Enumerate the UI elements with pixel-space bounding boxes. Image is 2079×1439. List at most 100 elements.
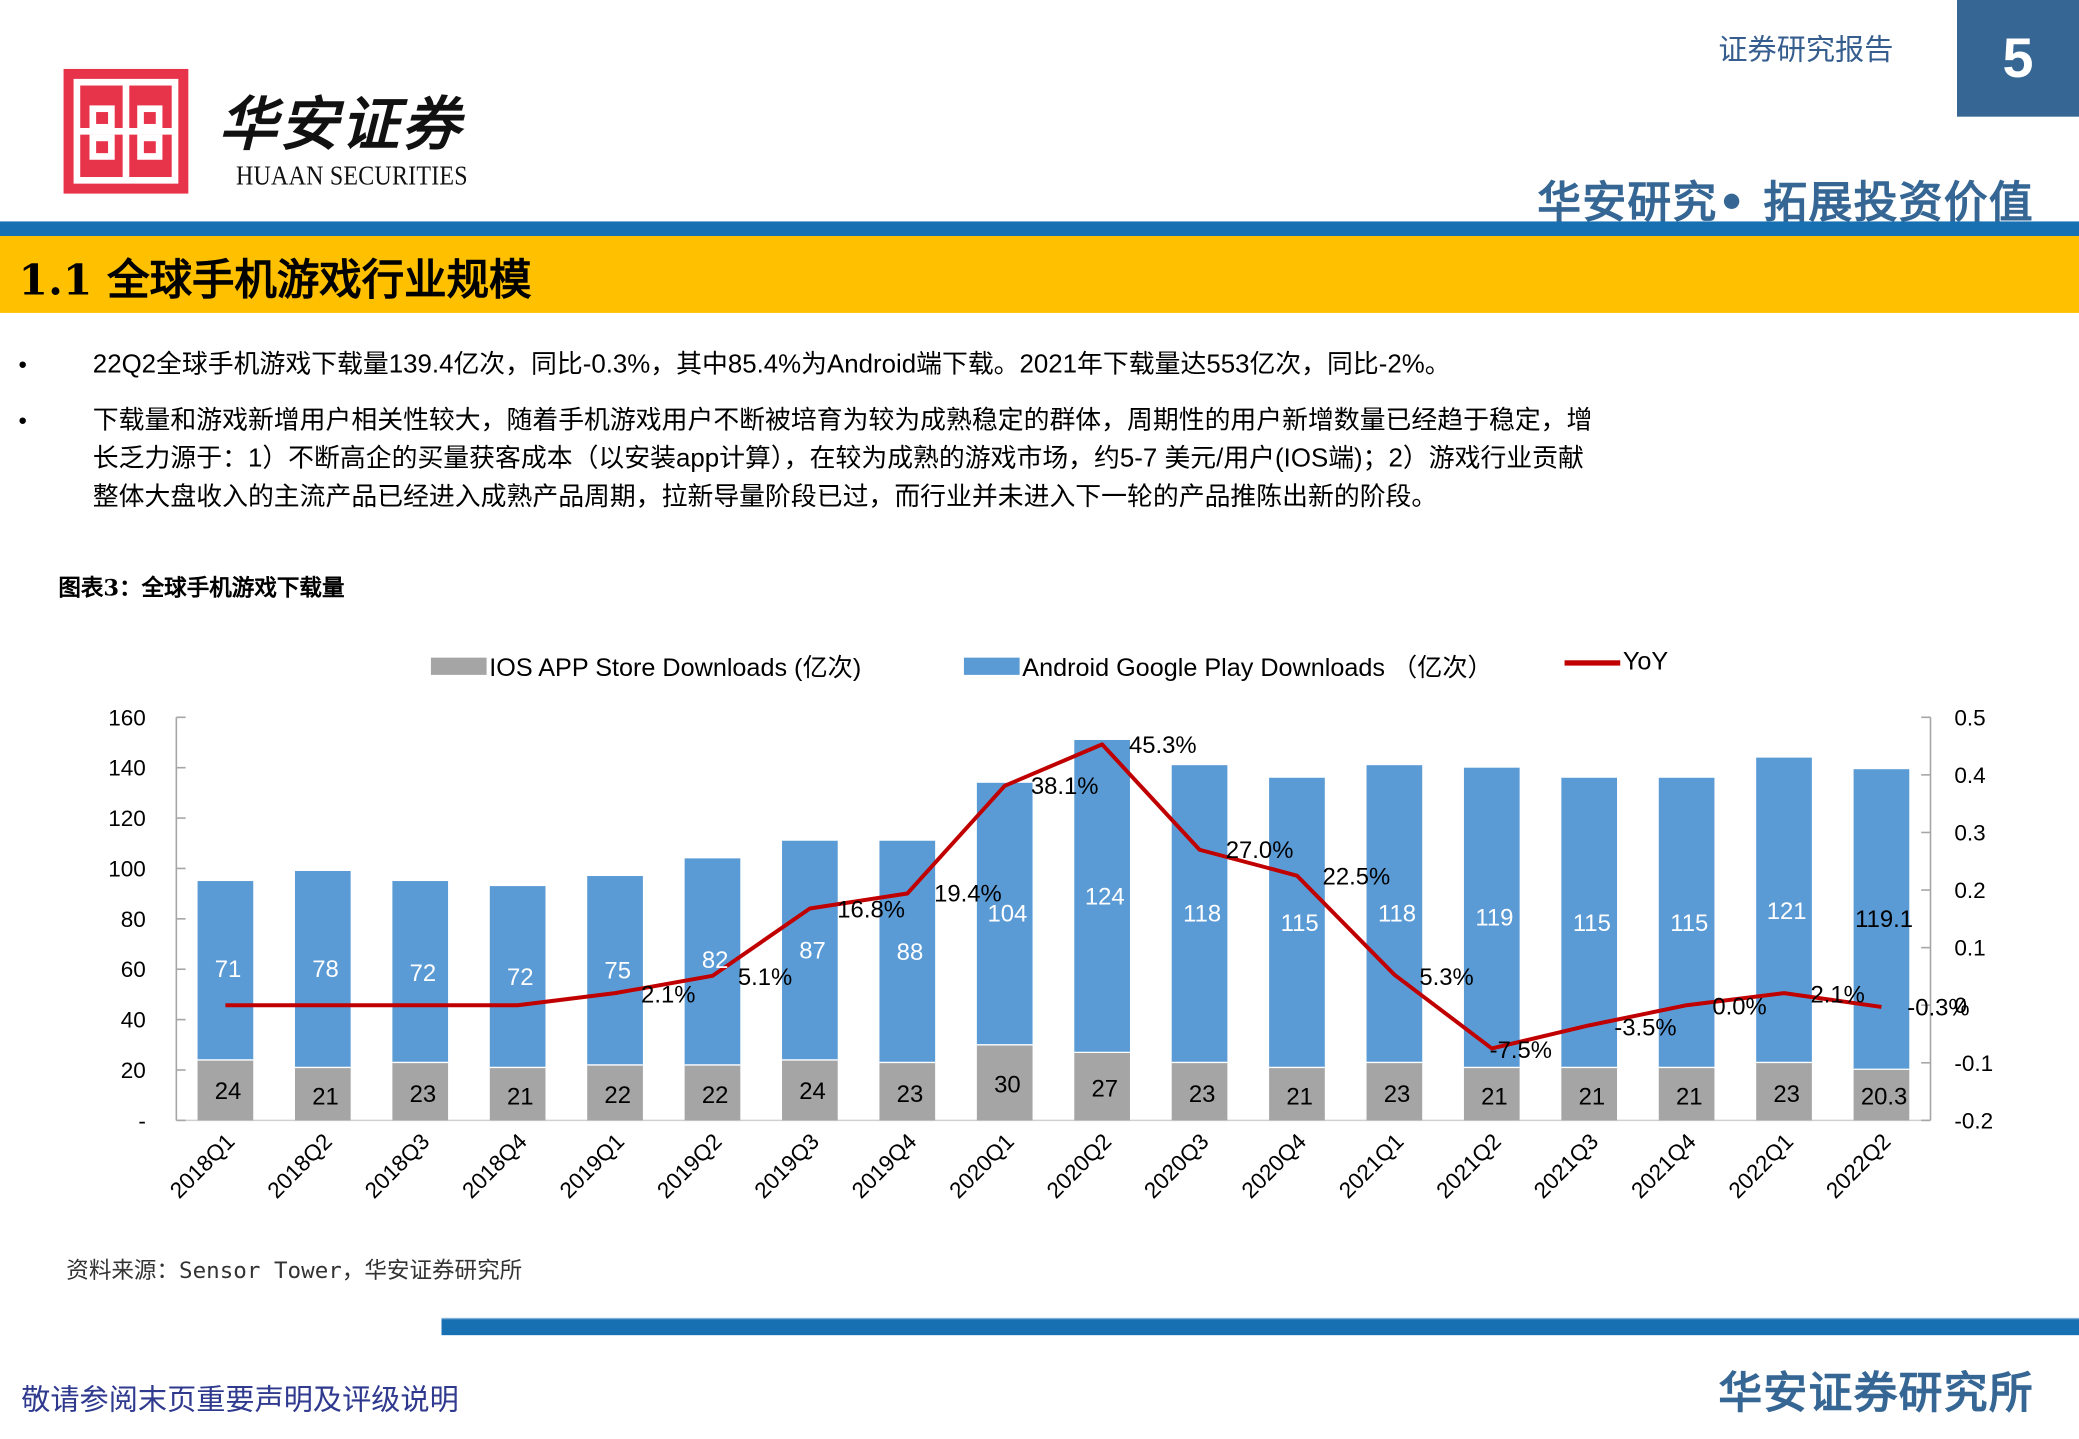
category-label: 2021Q1 [1334,1129,1408,1203]
yoy-value-label: 2.1% [641,981,695,1008]
android-bar [1658,777,1715,1068]
yoy-value-label: 5.1% [738,964,792,991]
android-value-label: 119 [1475,904,1513,931]
android-bar [294,870,351,1068]
android-bar [976,782,1033,1045]
ios-value-label: 23 [1384,1081,1411,1108]
ios-value-label: 21 [1481,1083,1508,1110]
figure-title: 图表3：全球手机游戏下载量 [58,575,345,602]
bullet-dot-icon: • [18,407,27,434]
right-tick-label: 0.4 [1954,763,1985,788]
right-tick-label: 0.3 [1954,820,1985,845]
left-tick-label: 140 [108,756,146,781]
category-label: 2019Q1 [555,1129,629,1203]
category-label: 2019Q3 [750,1129,824,1203]
bullet-line: 下载量和游戏新增用户相关性较大，随着手机游戏用户不断被培育为较为成熟稳定的群体，… [92,405,1593,435]
ios-bar [1463,1067,1520,1121]
ios-value-label: 21 [1579,1083,1606,1110]
category-label: 2020Q3 [1139,1129,1213,1203]
ios-value-label: 22 [702,1082,729,1109]
android-value-label: 115 [1281,910,1319,937]
page-number-badge: 5 [1957,0,2079,117]
android-value-label: 124 [1085,883,1125,910]
ios-value-label: 20.3 [1861,1083,1907,1110]
android-value-label: 104 [987,900,1027,927]
downloads-chart: - 20 40 60 80 100 120 140 160 -0.2 -0.1 0 0.1 0.2 0.3 0… [108,705,1993,1203]
yoy-value-label: 45.3% [1129,732,1197,759]
yoy-value-label: -7.5% [1490,1037,1552,1064]
android-bar [1463,767,1520,1068]
legend-item-yoy: YoY [1564,648,1669,677]
ios-bar [197,1059,254,1121]
left-tick-label: 80 [121,907,146,932]
ios-bar [879,1062,936,1121]
android-value-label: 72 [410,960,437,987]
ios-value-label: 23 [897,1081,924,1108]
android-bar [197,881,254,1060]
ios-value-label: 24 [215,1078,242,1105]
bullet-text-1: 22Q2全球手机游戏下载量139.4亿次，同比-0.3%，其中85.4%为And… [93,346,1976,384]
android-swatch-icon [963,657,1020,675]
right-tick-label: 0.5 [1954,705,1985,730]
slogan: 华安研究• 拓展投资价值 [1537,176,2034,229]
category-label: 2018Q4 [457,1129,531,1203]
left-tick-label: 160 [108,705,146,730]
android-bar [1561,777,1618,1068]
android-bar [1853,769,1910,1070]
huaan-logo-icon [63,68,189,194]
left-tick-label: 20 [121,1058,146,1083]
ios-bar [976,1044,1033,1121]
yoy-value-label: 16.8% [837,897,905,924]
figure-source: 资料来源：Sensor Tower，华安证券研究所 [66,1258,523,1285]
android-value-label: 82 [702,947,729,974]
android-bar [587,876,643,1065]
ios-value-label: 30 [994,1072,1021,1099]
android-bar [1171,765,1228,1063]
category-label: 2020Q4 [1237,1129,1311,1203]
android-bar [489,886,546,1068]
category-label: 2019Q2 [652,1129,726,1203]
ios-bar [392,1062,449,1121]
legend-label: YoY [1622,648,1669,677]
right-tick-label: 0.2 [1954,878,1985,903]
legend-label: Android Google Play Downloads （亿次） [1022,654,1493,683]
section-band [0,236,2079,313]
left-tick-label: 100 [108,856,146,881]
ios-value-label: 23 [1773,1081,1800,1108]
category-label: 2021Q3 [1529,1129,1603,1203]
left-tick-label: 120 [108,806,146,831]
ios-bar [587,1064,643,1121]
legend-item-android: Android Google Play Downloads （亿次） [963,648,1493,684]
android-value-label: 88 [897,939,924,966]
footer-brand: 华安证券研究所 [1718,1366,2034,1419]
android-bar [879,840,936,1063]
android-value-label: 78 [312,956,339,983]
ios-bar [1269,1067,1325,1121]
legend-label: IOS APP Store Downloads (亿次) [489,654,862,683]
yoy-value-label: 2.1% [1810,981,1864,1008]
bullet-line: 22Q2全球手机游戏下载量139.4亿次，同比-0.3%，其中85.4%为And… [92,350,1451,380]
section-title: 1.1 全球手机游戏行业规模 [18,254,532,305]
android-value-label: 72 [507,964,534,991]
disclaimer-link[interactable]: 敬请参阅末页重要声明及评级说明 [21,1384,459,1418]
category-label: 2018Q1 [165,1129,239,1203]
android-bar [1366,765,1423,1063]
android-bar [1074,739,1130,1053]
yoy-line-swatch-icon [1564,660,1621,666]
ios-bar [1074,1052,1130,1121]
ios-bar [1756,1062,1812,1121]
ios-bar [684,1064,741,1121]
android-bar [782,840,838,1060]
android-value-label: 119.1 [1855,906,1913,933]
android-value-label: 118 [1378,900,1416,927]
category-label: 2022Q2 [1821,1129,1895,1203]
right-tick-label: -0.2 [1954,1108,1993,1133]
ios-value-label: 21 [1676,1083,1703,1110]
android-value-label: 118 [1183,900,1221,927]
yoy-value-label: 0.0% [1712,993,1766,1020]
yoy-value-label: 27.0% [1226,837,1294,864]
bullet-text-2: 下载量和游戏新增用户相关性较大，随着手机游戏用户不断被培育为较为成熟稳定的群体，… [93,402,1976,517]
report-type-label: 证券研究报告 [1718,34,1894,68]
android-value-label: 115 [1670,910,1708,937]
android-value-label: 121 [1767,898,1807,925]
